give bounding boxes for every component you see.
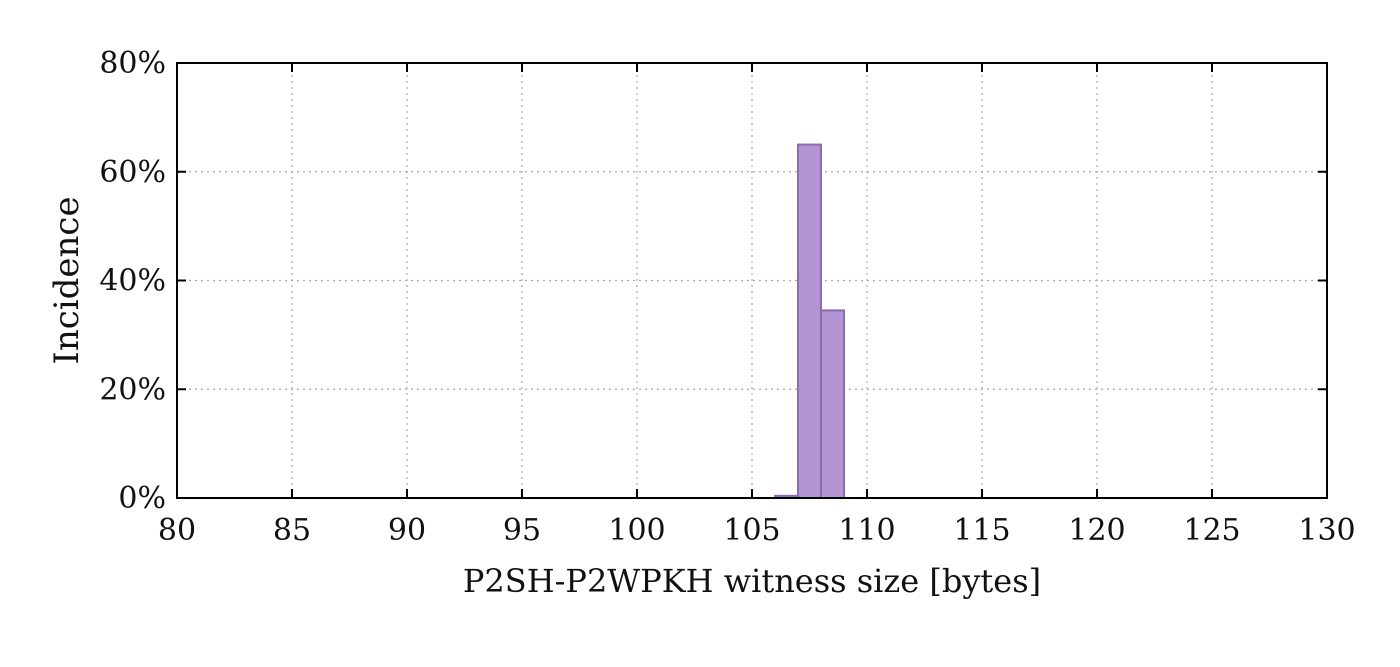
y-axis-label: Incidence — [47, 196, 87, 364]
y-tick-label: 60% — [99, 155, 166, 190]
x-tick-label: 130 — [1298, 513, 1355, 548]
histogram-bar — [797, 143, 822, 499]
histogram-bar — [820, 309, 845, 499]
x-tick-label: 110 — [838, 513, 895, 548]
x-tick-label: 100 — [608, 513, 665, 548]
y-tick-label: 20% — [99, 372, 166, 407]
grid-layer — [177, 63, 1327, 498]
x-tick-label: 105 — [723, 513, 780, 548]
labels-layer: P2SH-P2WPKH witness size [bytes] Inciden… — [47, 196, 1041, 600]
x-tick-label: 90 — [388, 513, 426, 548]
bars-layer — [774, 143, 845, 500]
y-tick-label: 0% — [118, 481, 166, 516]
x-tick-label: 125 — [1183, 513, 1240, 548]
ticks-layer: 80 85 90 95 100 105 110 115 120 125 130 0% 20% 40% 60%… — [99, 46, 1355, 548]
x-tick-label: 115 — [953, 513, 1010, 548]
y-tick-label: 80% — [99, 46, 166, 81]
x-tick-label: 85 — [273, 513, 311, 548]
x-tick-label: 80 — [158, 513, 196, 548]
x-axis-label: P2SH-P2WPKH witness size [bytes] — [463, 562, 1041, 600]
y-tick-label: 40% — [99, 264, 166, 299]
x-tick-label: 120 — [1068, 513, 1125, 548]
x-tick-label: 95 — [503, 513, 541, 548]
